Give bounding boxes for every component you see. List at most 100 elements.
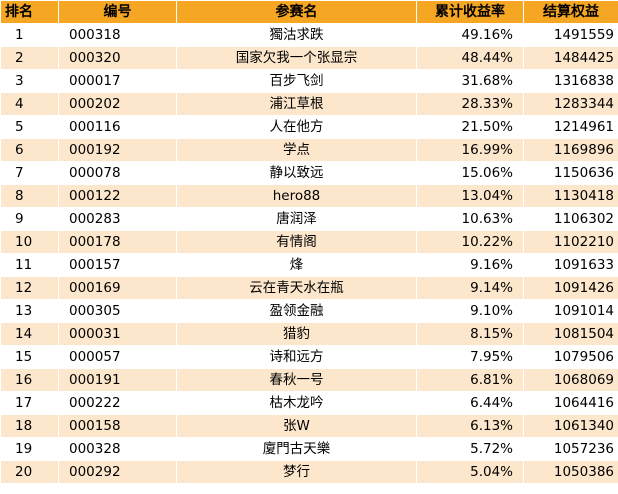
rate-cell: 6.13% — [416, 414, 524, 438]
rank-cell: 11 — [0, 253, 59, 277]
table-row: 17 000222 枯木龙吟 6.44% 1064416 — [0, 391, 618, 415]
table-header: 排名 编号 参赛名 累计收益率 结算权益 — [0, 0, 618, 24]
name-cell: 人在他方 — [176, 115, 417, 139]
name-cell: 云在青天水在瓶 — [176, 276, 417, 300]
code-cell: 000292 — [58, 460, 177, 484]
rate-cell: 28.33% — [416, 92, 524, 116]
table-row: 19 000328 廈門古天樂 5.72% 1057236 — [0, 437, 618, 461]
table-row: 16 000191 春秋一号 6.81% 1068069 — [0, 368, 618, 392]
rate-cell: 5.04% — [416, 460, 524, 484]
equity-cell: 1316838 — [523, 69, 618, 93]
code-cell: 000191 — [58, 368, 177, 392]
rank-cell: 6 — [0, 138, 59, 162]
equity-cell: 1061340 — [523, 414, 618, 438]
name-cell: 梦行 — [176, 460, 417, 484]
rank-cell: 13 — [0, 299, 59, 323]
header-code[interactable]: 编号 — [58, 0, 177, 24]
code-cell: 000192 — [58, 138, 177, 162]
header-name[interactable]: 参赛名 — [176, 0, 417, 24]
rank-cell: 8 — [0, 184, 59, 208]
table-row: 13 000305 盈领金融 9.10% 1091014 — [0, 299, 618, 323]
name-cell: 有情阁 — [176, 230, 417, 254]
code-cell: 000320 — [58, 46, 177, 70]
table-row: 14 000031 猎豹 8.15% 1081504 — [0, 322, 618, 346]
equity-cell: 1484425 — [523, 46, 618, 70]
rate-cell: 9.16% — [416, 253, 524, 277]
name-cell: 张W — [176, 414, 417, 438]
equity-cell: 1150636 — [523, 161, 618, 185]
rank-cell: 19 — [0, 437, 59, 461]
equity-cell: 1068069 — [523, 368, 618, 392]
rank-cell: 1 — [0, 23, 59, 47]
name-cell: 静以致远 — [176, 161, 417, 185]
rate-cell: 7.95% — [416, 345, 524, 369]
name-cell: 百步飞剑 — [176, 69, 417, 93]
rate-cell: 8.15% — [416, 322, 524, 346]
rate-cell: 9.14% — [416, 276, 524, 300]
code-cell: 000328 — [58, 437, 177, 461]
equity-cell: 1102210 — [523, 230, 618, 254]
rate-cell: 9.10% — [416, 299, 524, 323]
table-row: 4 000202 浦江草根 28.33% 1283344 — [0, 92, 618, 116]
equity-cell: 1130418 — [523, 184, 618, 208]
name-cell: 盈领金融 — [176, 299, 417, 323]
rank-cell: 9 — [0, 207, 59, 231]
code-cell: 000031 — [58, 322, 177, 346]
equity-cell: 1169896 — [523, 138, 618, 162]
name-cell: 烽 — [176, 253, 417, 277]
name-cell: 学点 — [176, 138, 417, 162]
rank-cell: 10 — [0, 230, 59, 254]
code-cell: 000122 — [58, 184, 177, 208]
header-rate[interactable]: 累计收益率 — [416, 0, 524, 24]
rate-cell: 10.63% — [416, 207, 524, 231]
table-row: 2 000320 国家欠我一个张显宗 48.44% 1484425 — [0, 46, 618, 70]
rate-cell: 31.68% — [416, 69, 524, 93]
name-cell: 獨沽求跌 — [176, 23, 417, 47]
equity-cell: 1057236 — [523, 437, 618, 461]
table-row: 1 000318 獨沽求跌 49.16% 1491559 — [0, 23, 618, 47]
code-cell: 000057 — [58, 345, 177, 369]
table-row: 20 000292 梦行 5.04% 1050386 — [0, 460, 618, 484]
rate-cell: 49.16% — [416, 23, 524, 47]
table-row: 10 000178 有情阁 10.22% 1102210 — [0, 230, 618, 254]
equity-cell: 1064416 — [523, 391, 618, 415]
name-cell: 春秋一号 — [176, 368, 417, 392]
equity-cell: 1214961 — [523, 115, 618, 139]
name-cell: hero88 — [176, 184, 417, 208]
rate-cell: 15.06% — [416, 161, 524, 185]
code-cell: 000169 — [58, 276, 177, 300]
equity-cell: 1081504 — [523, 322, 618, 346]
equity-cell: 1491559 — [523, 23, 618, 47]
rate-cell: 5.72% — [416, 437, 524, 461]
header-rank[interactable]: 排名 — [0, 0, 59, 24]
rate-cell: 48.44% — [416, 46, 524, 70]
rank-cell: 2 — [0, 46, 59, 70]
rate-cell: 6.81% — [416, 368, 524, 392]
header-row: 排名 编号 参赛名 累计收益率 结算权益 — [0, 0, 618, 24]
header-equity[interactable]: 结算权益 — [523, 0, 618, 24]
equity-cell: 1106302 — [523, 207, 618, 231]
rank-cell: 18 — [0, 414, 59, 438]
ranking-table: 排名 编号 参赛名 累计收益率 结算权益 1 000318 獨沽求跌 49.16… — [0, 0, 618, 484]
name-cell: 唐润泽 — [176, 207, 417, 231]
table-row: 11 000157 烽 9.16% 1091633 — [0, 253, 618, 277]
rate-cell: 13.04% — [416, 184, 524, 208]
rank-cell: 7 — [0, 161, 59, 185]
equity-cell: 1283344 — [523, 92, 618, 116]
table-row: 7 000078 静以致远 15.06% 1150636 — [0, 161, 618, 185]
table-row: 18 000158 张W 6.13% 1061340 — [0, 414, 618, 438]
rank-cell: 14 — [0, 322, 59, 346]
table-body: 1 000318 獨沽求跌 49.16% 1491559 2 000320 国家… — [0, 23, 618, 484]
rank-cell: 20 — [0, 460, 59, 484]
rank-cell: 17 — [0, 391, 59, 415]
rate-cell: 6.44% — [416, 391, 524, 415]
table-row: 5 000116 人在他方 21.50% 1214961 — [0, 115, 618, 139]
table-row: 12 000169 云在青天水在瓶 9.14% 1091426 — [0, 276, 618, 300]
name-cell: 廈門古天樂 — [176, 437, 417, 461]
rate-cell: 21.50% — [416, 115, 524, 139]
rank-cell: 3 — [0, 69, 59, 93]
code-cell: 000157 — [58, 253, 177, 277]
name-cell: 诗和远方 — [176, 345, 417, 369]
rate-cell: 16.99% — [416, 138, 524, 162]
name-cell: 浦江草根 — [176, 92, 417, 116]
